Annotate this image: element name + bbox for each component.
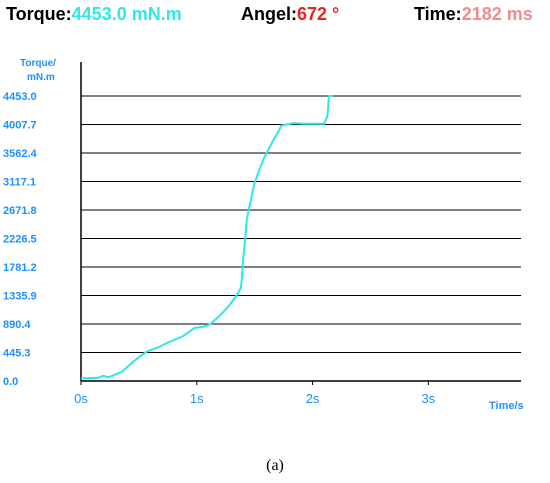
y-tick-label: 3117.1 [3, 177, 36, 189]
x-tick-label: 1s [190, 391, 204, 406]
y-tick-label: 2671.8 [3, 205, 37, 217]
x-tick-label: 2s [306, 391, 320, 406]
x-tick-label: 0s [74, 391, 88, 406]
y-tick-label: 4453.0 [3, 91, 37, 103]
figure-caption: (a) [266, 457, 284, 474]
x-tick-label: 3s [422, 391, 436, 406]
angle-readout: Angel:672 ° [241, 4, 339, 25]
grid-lines [81, 95, 521, 353]
y-tick-labels: 0.0 445.3 890.4 1335.9 1781.2 2226.5 2671.8 311… [3, 91, 38, 388]
time-readout-value: 2182 ms [461, 4, 533, 24]
angle-readout-value: 672 ° [297, 4, 340, 24]
angle-readout-label: Angel: [241, 4, 297, 24]
y-tick-label: 3562.4 [3, 148, 38, 160]
torque-readout-value: 4453.0 mN.m [71, 4, 182, 24]
y-tick-label: 1335.9 [3, 291, 37, 303]
torque-readout: Torque:4453.0 mN.m [6, 4, 182, 25]
y-tick-label: 2226.5 [3, 234, 37, 246]
y-tick-label: 4007.7 [3, 120, 37, 132]
torque-time-chart: Torque/ mN.m Time/s 0.0 445.3 890.4 1335.9 1… [3, 58, 524, 412]
x-tick-labels: 0s 1s 2s 3s [74, 381, 436, 406]
y-tick-label: 1781.2 [3, 262, 37, 274]
y-axis-label-line1: Torque/ [20, 58, 56, 69]
y-axis-label-line2: mN.m [27, 72, 55, 83]
time-readout-label: Time: [414, 4, 462, 24]
y-tick-label: 445.3 [3, 348, 31, 360]
time-readout: Time:2182 ms [414, 4, 533, 25]
torque-readout-label: Torque: [6, 4, 72, 24]
torque-series-line [80, 95, 334, 380]
x-axis-label: Time/s [489, 400, 524, 412]
y-tick-label: 0.0 [3, 376, 18, 388]
y-tick-label: 890.4 [3, 319, 31, 331]
